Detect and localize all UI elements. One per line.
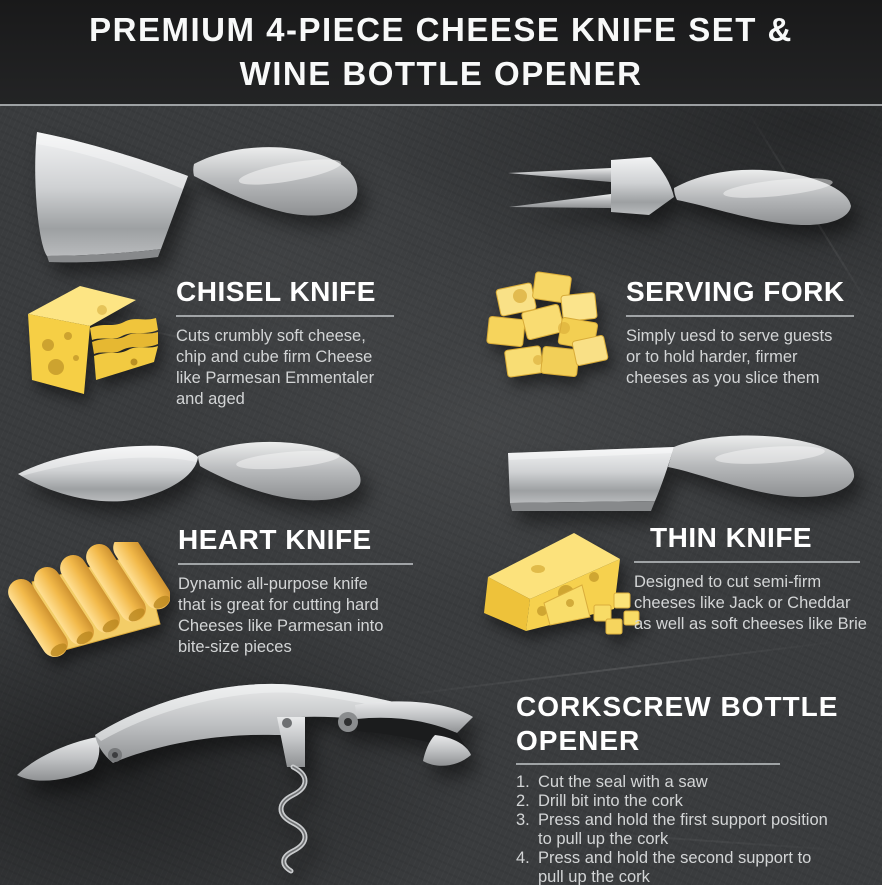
step-text: Press and hold the second support to pul… xyxy=(538,849,811,885)
corkscrew-title-line-1: CORKSCREW BOTTLE xyxy=(516,691,839,722)
step-item: 3. Press and hold the first support posi… xyxy=(516,811,876,849)
section-description: Cuts crumbly soft cheese, chip and cube … xyxy=(176,326,408,410)
heading-underline xyxy=(626,315,854,317)
step-line: Drill bit into the cork xyxy=(538,792,683,810)
heart-knife-photo xyxy=(18,441,361,502)
step-line: pull up the cork xyxy=(538,868,650,885)
desc-line: Simply uesd to serve guests xyxy=(626,327,833,345)
corkscrew-steps: 1. Cut the seal with a saw 2. Drill bit … xyxy=(516,773,876,885)
page-title-line-1: PREMIUM 4-PIECE CHEESE KNIFE SET & xyxy=(89,11,793,48)
section-serving-fork: SERVING FORK Simply uesd to serve guests… xyxy=(626,276,861,389)
title-banner: PREMIUM 4-PIECE CHEESE KNIFE SET & WINE … xyxy=(0,0,882,104)
section-title-thin-knife: THIN KNIFE xyxy=(650,522,813,553)
desc-line: Designed to cut semi-firm xyxy=(634,573,822,591)
step-number: 2. xyxy=(516,792,530,810)
cheese-cubes-pile-photo xyxy=(486,271,609,378)
section-corkscrew: CORKSCREW BOTTLE OPENER 1. Cut the seal … xyxy=(516,690,876,885)
step-line: Press and hold the first support positio… xyxy=(538,811,828,829)
section-title-serving-fork: SERVING FORK xyxy=(626,276,845,307)
step-item: 4. Press and hold the second support to … xyxy=(516,849,876,885)
desc-line: chip and cube firm Cheese xyxy=(176,348,373,366)
swiss-cheese-block-photo xyxy=(28,286,158,394)
step-number: 3. xyxy=(516,811,530,829)
step-line: Cut the seal with a saw xyxy=(538,773,708,791)
chisel-knife-photo xyxy=(35,132,358,263)
page-title-line-2: WINE BOTTLE OPENER xyxy=(239,55,643,92)
corkscrew-photo xyxy=(17,683,473,874)
desc-line: Cheeses like Parmesan into xyxy=(178,617,384,635)
section-description: Designed to cut semi-firm cheeses like J… xyxy=(634,572,878,635)
section-description: Dynamic all-purpose knife that is great … xyxy=(178,574,420,658)
thin-knife-photo xyxy=(508,435,855,511)
desc-line: cheeses like Jack or Cheddar xyxy=(634,594,851,612)
desc-line: like Parmesan Emmentaler xyxy=(176,369,375,387)
desc-line: or to hold harder, firmer xyxy=(626,348,798,366)
step-line: to pull up the cork xyxy=(538,830,669,848)
serving-fork-photo xyxy=(508,157,851,226)
step-text: Cut the seal with a saw xyxy=(538,773,708,792)
desc-line: that is great for cutting hard xyxy=(178,596,379,614)
section-chisel-knife: CHISEL KNIFE Cuts crumbly soft cheese, c… xyxy=(176,276,408,410)
heading-underline xyxy=(178,563,413,565)
section-heart-knife: HEART KNIFE Dynamic all-purpose knife th… xyxy=(178,524,420,658)
rolled-cheese-slices-photo xyxy=(8,542,170,657)
step-item: 1. Cut the seal with a saw xyxy=(516,773,876,792)
section-title-heart-knife: HEART KNIFE xyxy=(178,524,372,555)
heading-underline xyxy=(634,561,860,563)
section-description: Simply uesd to serve guests or to hold h… xyxy=(626,326,861,389)
step-text: Drill bit into the cork xyxy=(538,792,683,811)
desc-line: Dynamic all-purpose knife xyxy=(178,575,368,593)
step-text: Press and hold the first support positio… xyxy=(538,811,828,849)
desc-line: and aged xyxy=(176,390,245,408)
step-number: 1. xyxy=(516,773,530,791)
step-item: 2. Drill bit into the cork xyxy=(516,792,876,811)
desc-line: bite-size pieces xyxy=(178,638,292,656)
cheese-wedge-and-cubes-photo xyxy=(484,533,640,635)
heading-underline xyxy=(176,315,394,317)
corkscrew-title-line-2: OPENER xyxy=(516,725,641,756)
heading-underline xyxy=(516,763,780,765)
step-line: Press and hold the second support to xyxy=(538,849,812,867)
section-title-chisel-knife: CHISEL KNIFE xyxy=(176,276,376,307)
header-divider xyxy=(0,104,882,106)
step-number: 4. xyxy=(516,849,530,867)
desc-line: Cuts crumbly soft cheese, xyxy=(176,327,366,345)
desc-line: cheeses as you slice them xyxy=(626,369,820,387)
desc-line: as well as soft cheeses like Brie xyxy=(634,615,867,633)
section-thin-knife: THIN KNIFE Designed to cut semi-firm che… xyxy=(634,522,878,635)
